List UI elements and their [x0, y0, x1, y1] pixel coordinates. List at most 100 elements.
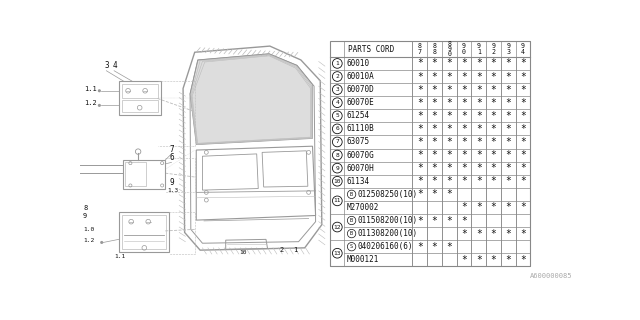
Text: B: B — [350, 192, 353, 197]
Text: *: * — [505, 124, 511, 134]
Text: 1: 1 — [335, 61, 339, 66]
Text: 4: 4 — [521, 49, 525, 55]
Text: *: * — [431, 98, 438, 108]
Text: 9: 9 — [83, 213, 87, 219]
Text: *: * — [520, 255, 526, 265]
Text: PARTS CORD: PARTS CORD — [348, 45, 394, 54]
Text: *: * — [417, 150, 423, 160]
Text: 13: 13 — [333, 251, 341, 256]
Text: *: * — [417, 215, 423, 226]
Text: *: * — [461, 176, 467, 186]
Polygon shape — [190, 54, 312, 145]
Text: *: * — [431, 176, 438, 186]
Text: *: * — [505, 59, 511, 68]
Text: *: * — [505, 98, 511, 108]
Text: 61110B: 61110B — [347, 124, 374, 133]
Text: *: * — [505, 150, 511, 160]
Text: *: * — [431, 124, 438, 134]
Text: *: * — [490, 150, 497, 160]
Text: *: * — [505, 255, 511, 265]
Text: 9: 9 — [447, 46, 451, 52]
Text: 9: 9 — [462, 43, 466, 49]
Text: 8: 8 — [433, 43, 436, 49]
Text: *: * — [476, 84, 482, 95]
Text: 8: 8 — [433, 49, 436, 55]
Text: *: * — [431, 84, 438, 95]
Text: *: * — [417, 71, 423, 82]
Text: *: * — [520, 203, 526, 212]
Text: 011308200(10): 011308200(10) — [357, 229, 417, 238]
Text: 1: 1 — [477, 49, 481, 55]
Text: 12: 12 — [333, 225, 341, 229]
Text: *: * — [490, 203, 497, 212]
Text: 60070G: 60070G — [347, 150, 374, 160]
Text: 60010: 60010 — [347, 59, 370, 68]
Text: *: * — [520, 59, 526, 68]
Text: *: * — [446, 150, 452, 160]
Text: *: * — [461, 124, 467, 134]
Text: *: * — [490, 111, 497, 121]
Text: 2: 2 — [492, 49, 495, 55]
Text: 8: 8 — [418, 43, 422, 49]
Text: *: * — [417, 98, 423, 108]
Text: *: * — [461, 137, 467, 147]
Text: *: * — [461, 150, 467, 160]
Text: *: * — [520, 98, 526, 108]
Text: 60070D: 60070D — [347, 85, 374, 94]
Text: 8: 8 — [447, 41, 451, 47]
Text: 11: 11 — [333, 198, 341, 204]
Text: *: * — [431, 189, 438, 199]
Text: *: * — [505, 137, 511, 147]
Text: S: S — [350, 244, 353, 249]
Text: 011508200(10): 011508200(10) — [357, 216, 417, 225]
Text: *: * — [520, 150, 526, 160]
Text: 8: 8 — [335, 153, 339, 157]
Text: 8: 8 — [83, 205, 87, 211]
Text: *: * — [446, 98, 452, 108]
Text: 3: 3 — [105, 61, 109, 70]
Text: 7: 7 — [169, 145, 173, 154]
Text: 1.0: 1.0 — [83, 227, 94, 232]
Text: *: * — [461, 163, 467, 173]
Text: *: * — [490, 59, 497, 68]
Text: 1.2: 1.2 — [84, 100, 97, 106]
Text: 60010A: 60010A — [347, 72, 374, 81]
Text: *: * — [476, 176, 482, 186]
Text: *: * — [461, 98, 467, 108]
Text: *: * — [476, 124, 482, 134]
Text: 1.1: 1.1 — [84, 86, 97, 92]
Text: 2: 2 — [280, 247, 284, 253]
Text: *: * — [490, 255, 497, 265]
Text: *: * — [476, 98, 482, 108]
Text: *: * — [461, 111, 467, 121]
Text: *: * — [446, 189, 452, 199]
Text: *: * — [476, 228, 482, 239]
Text: *: * — [431, 150, 438, 160]
Text: *: * — [505, 84, 511, 95]
Text: *: * — [417, 242, 423, 252]
Text: *: * — [520, 176, 526, 186]
Text: *: * — [417, 137, 423, 147]
Text: *: * — [476, 59, 482, 68]
Text: 9: 9 — [506, 43, 510, 49]
Text: *: * — [476, 163, 482, 173]
Text: 0: 0 — [447, 51, 451, 57]
Text: *: * — [461, 71, 467, 82]
Text: M270002: M270002 — [347, 203, 379, 212]
Text: *: * — [446, 124, 452, 134]
Text: *: * — [446, 176, 452, 186]
Text: *: * — [505, 203, 511, 212]
Text: *: * — [490, 71, 497, 82]
Text: *: * — [476, 111, 482, 121]
Text: *: * — [446, 59, 452, 68]
Text: *: * — [476, 203, 482, 212]
Text: 6: 6 — [335, 126, 339, 132]
Text: 7: 7 — [335, 140, 339, 144]
Text: *: * — [520, 124, 526, 134]
Text: 9: 9 — [169, 178, 173, 187]
Text: 2: 2 — [335, 74, 339, 79]
Text: *: * — [505, 228, 511, 239]
Text: *: * — [417, 111, 423, 121]
Text: *: * — [431, 215, 438, 226]
Text: *: * — [431, 137, 438, 147]
